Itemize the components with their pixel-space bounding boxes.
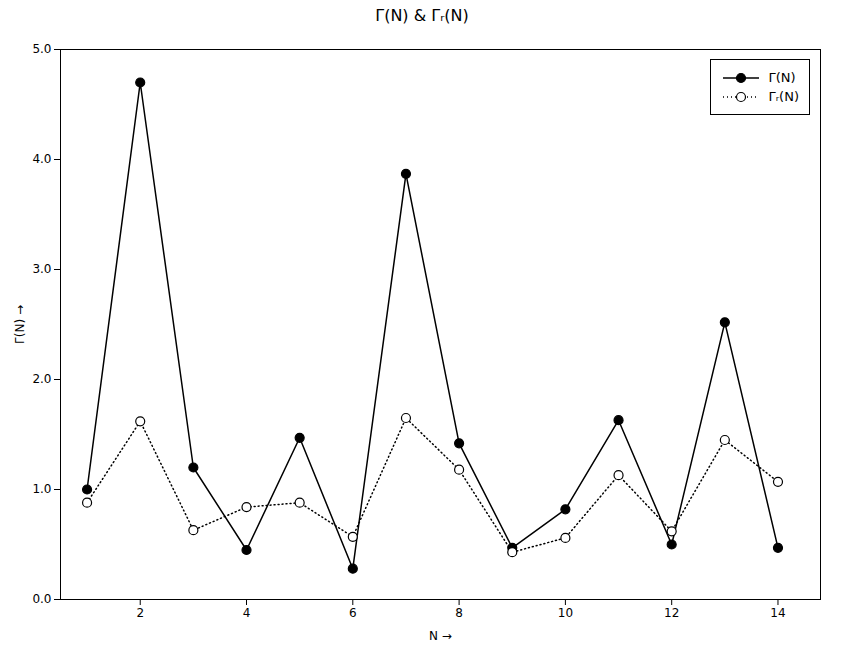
svg-text:5.0: 5.0 [32,42,51,56]
svg-text:3.0: 3.0 [32,262,51,276]
html-text:Γ(N) & Γᵣ(N): Γ(N) & Γᵣ(N) [375,6,469,25]
html-text:Γ(N): Γ(N) [768,70,796,85]
svg-text:N →: N → [429,629,452,643]
svg-text:4.0: 4.0 [32,152,51,166]
svg-text:Γ(N) →: Γ(N) → [13,305,27,344]
svg-text:12: 12 [664,606,679,620]
html-text:Γᵣ(N): Γᵣ(N) [768,89,799,104]
svg-text:2.0: 2.0 [32,372,51,386]
svg-text:2: 2 [136,606,144,620]
svg-text:10: 10 [558,606,573,620]
svg-text:4: 4 [243,606,251,620]
svg-text:6: 6 [349,606,357,620]
svg-text:0.0: 0.0 [32,592,51,606]
svg-text:1.0: 1.0 [32,482,51,496]
svg-text:8: 8 [455,606,463,620]
svg-text:14: 14 [770,606,785,620]
